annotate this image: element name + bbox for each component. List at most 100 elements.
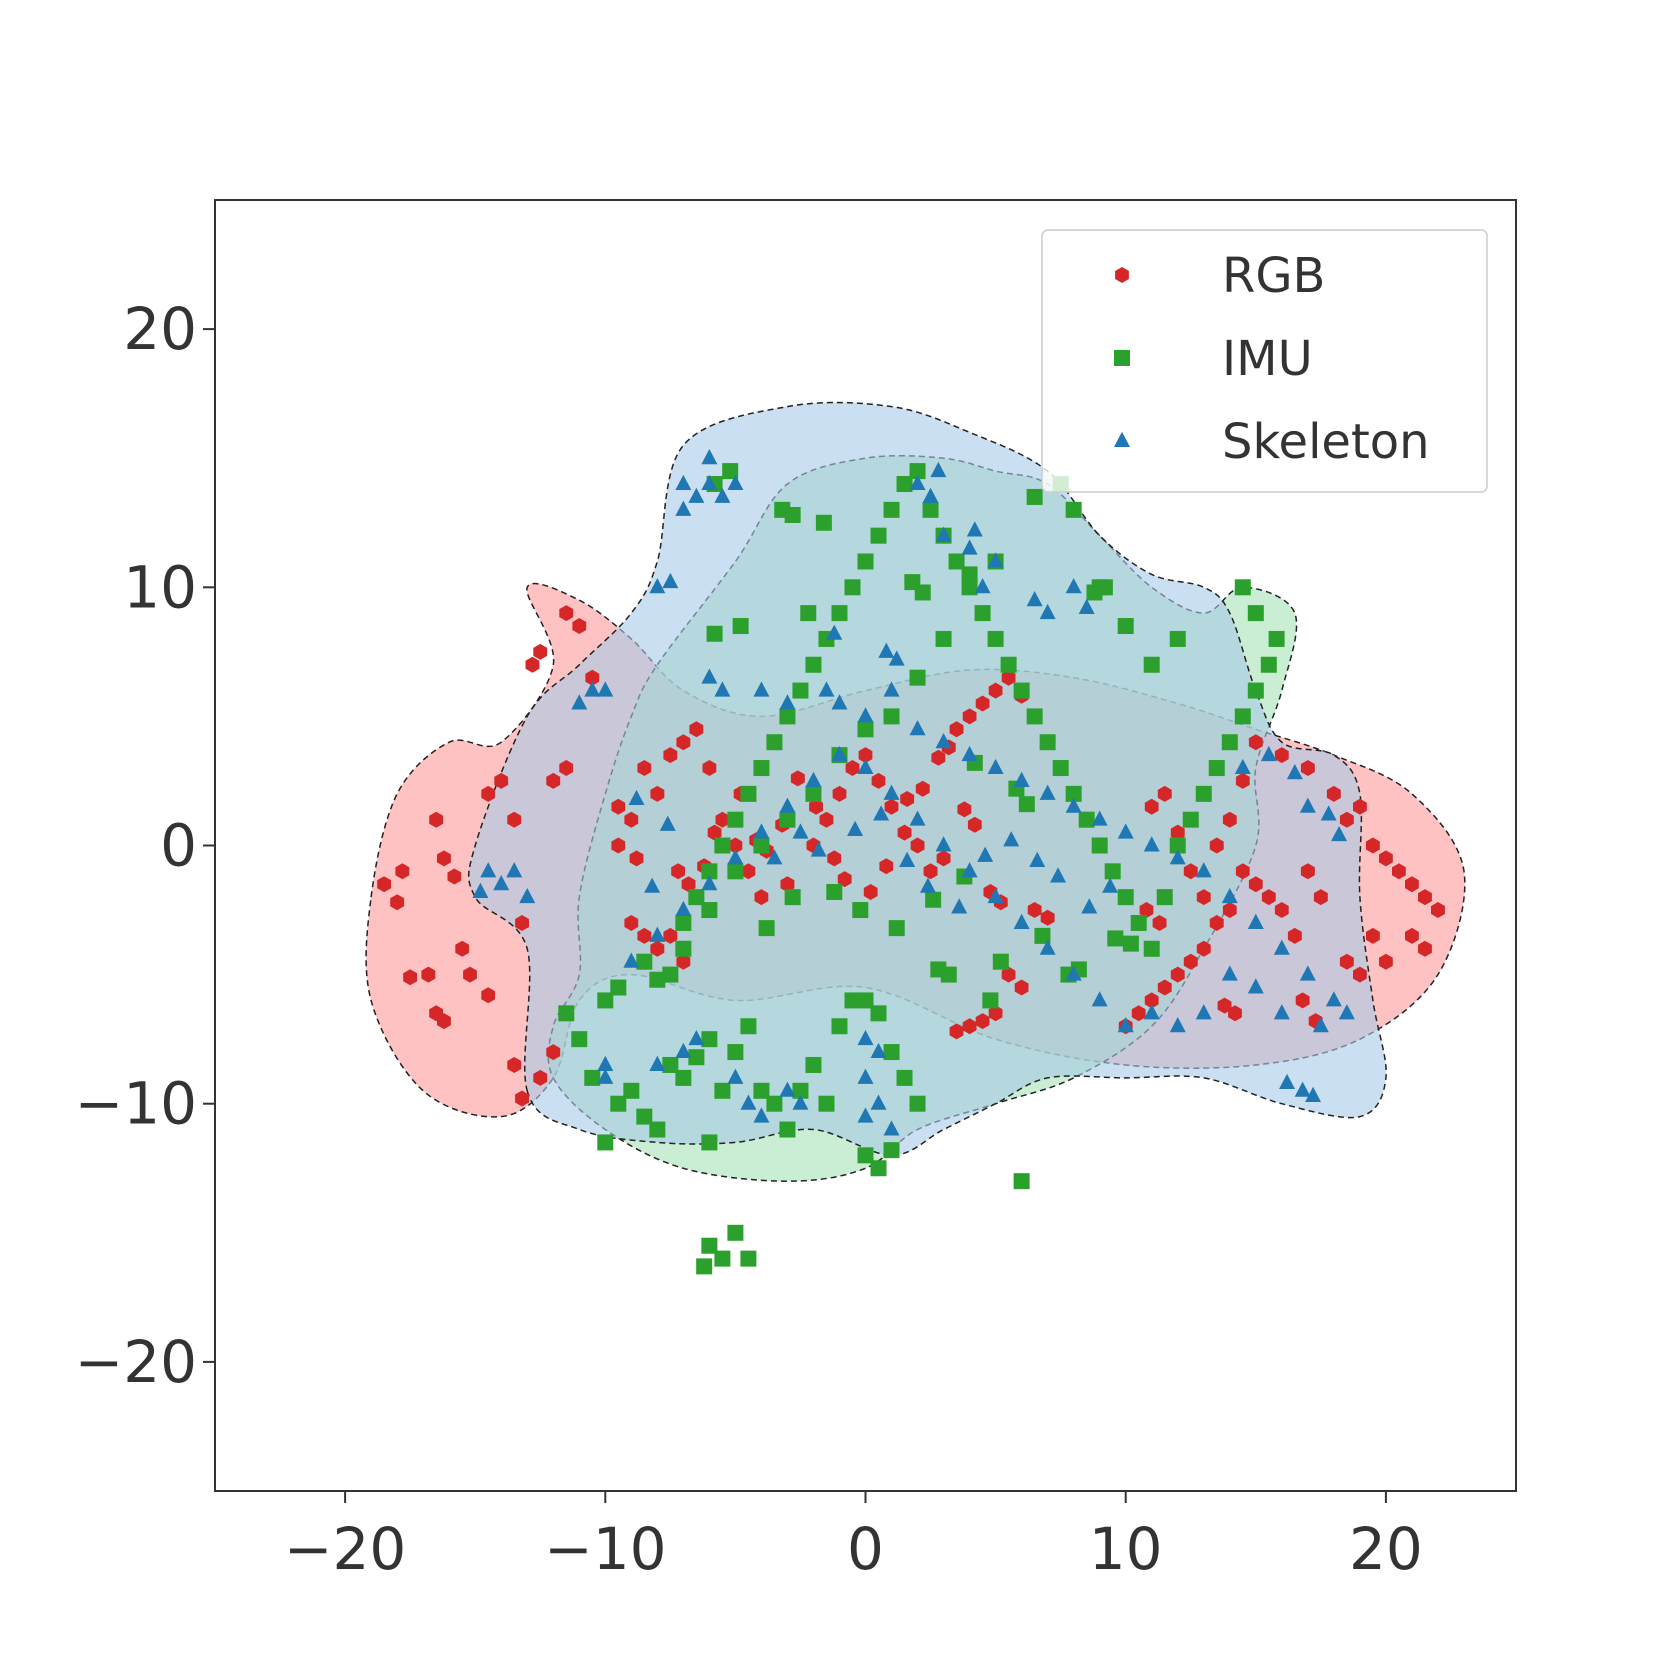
point-imu <box>974 605 991 622</box>
point-skeleton <box>688 1029 705 1046</box>
point-rgb <box>429 811 444 828</box>
point-skeleton <box>857 1107 874 1123</box>
point-rgb <box>1405 927 1419 944</box>
point-skeleton <box>727 849 744 865</box>
point-skeleton <box>961 539 978 555</box>
point-imu <box>831 605 848 622</box>
point-imu <box>935 630 952 647</box>
point-imu <box>597 992 614 1009</box>
point-skeleton <box>675 1042 692 1059</box>
point-skeleton <box>909 474 926 491</box>
point-imu <box>896 1069 913 1086</box>
point-skeleton <box>987 758 1004 775</box>
legend-marker-skeleton <box>1114 431 1130 447</box>
point-rgb <box>832 785 847 802</box>
point-rgb <box>1235 772 1250 789</box>
point-skeleton <box>1091 810 1108 826</box>
point-rgb <box>1183 863 1198 880</box>
point-imu <box>1039 734 1056 751</box>
point-skeleton <box>571 694 588 710</box>
point-rgb <box>629 850 644 867</box>
point-skeleton <box>506 862 523 878</box>
point-rgb <box>624 811 639 828</box>
point-imu <box>992 953 1009 970</box>
point-skeleton <box>792 823 809 839</box>
point-imu <box>909 463 926 480</box>
point-imu <box>1156 889 1173 906</box>
point-skeleton <box>1247 913 1264 929</box>
point-rgb <box>1261 889 1276 906</box>
y-tick-label: −20 <box>75 1328 197 1396</box>
point-rgb <box>879 858 894 875</box>
point-skeleton <box>870 1094 887 1110</box>
point-imu <box>688 1049 705 1066</box>
point-rgb <box>858 747 873 764</box>
point-rgb <box>871 772 886 789</box>
legend-label-skeleton: Skeleton <box>1222 414 1430 470</box>
point-skeleton <box>1247 978 1264 994</box>
x-tick-label: 10 <box>1089 1515 1163 1583</box>
point-imu <box>1052 760 1069 777</box>
point-imu <box>826 883 843 900</box>
point-skeleton <box>1338 1004 1355 1020</box>
point-skeleton <box>662 572 679 589</box>
point-rgb <box>1157 979 1172 996</box>
point-rgb <box>1183 953 1198 970</box>
point-skeleton <box>779 1081 796 1097</box>
point-rgb <box>1366 927 1380 944</box>
point-rgb <box>663 747 678 764</box>
point-rgb <box>455 940 470 957</box>
point-imu <box>1234 708 1251 725</box>
point-rgb <box>1209 837 1224 854</box>
point-skeleton <box>1081 898 1098 914</box>
legend-box <box>1041 229 1488 493</box>
point-rgb <box>507 1057 522 1073</box>
point-skeleton <box>1102 877 1119 893</box>
legend: RGB IMU Skeleton <box>1041 229 1488 493</box>
point-skeleton <box>857 1068 874 1084</box>
point-imu <box>701 863 718 880</box>
point-skeleton <box>935 526 952 542</box>
point-imu <box>1208 760 1225 777</box>
point-skeleton <box>922 487 939 503</box>
point-imu <box>987 630 1004 647</box>
point-imu <box>727 863 744 880</box>
point-rgb <box>559 605 574 622</box>
point-rgb <box>915 780 930 797</box>
point-skeleton <box>966 521 983 537</box>
point-skeleton <box>857 1029 874 1046</box>
point-rgb <box>650 940 665 957</box>
point-imu <box>800 605 817 622</box>
point-imu <box>805 1056 822 1073</box>
point-skeleton <box>1331 825 1348 842</box>
point-rgb <box>681 876 696 893</box>
y-tick-label: −10 <box>75 1070 197 1138</box>
point-skeleton <box>951 898 968 914</box>
point-skeleton <box>753 681 770 697</box>
point-rgb <box>1431 902 1445 918</box>
point-rgb <box>1001 966 1016 983</box>
point-rgb <box>546 772 561 789</box>
point-imu <box>623 1082 640 1099</box>
point-skeleton <box>1299 965 1316 981</box>
point-rgb <box>624 915 639 931</box>
point-imu <box>740 1250 757 1267</box>
point-skeleton <box>1195 862 1212 878</box>
point-imu <box>1117 889 1134 906</box>
point-imu <box>688 889 705 906</box>
point-imu <box>805 785 822 802</box>
point-imu <box>1122 935 1139 952</box>
point-rgb <box>809 798 823 815</box>
point-skeleton <box>909 810 926 826</box>
point-imu <box>922 501 939 518</box>
point-skeleton <box>1143 836 1160 852</box>
point-skeleton <box>714 681 731 697</box>
point-rgb <box>533 1069 548 1086</box>
point-rgb <box>827 850 842 867</box>
point-skeleton <box>714 487 731 503</box>
point-skeleton <box>974 578 991 594</box>
point-imu <box>1026 708 1043 725</box>
point-rgb <box>663 927 678 944</box>
point-imu <box>896 476 913 493</box>
point-imu <box>1013 1173 1030 1190</box>
